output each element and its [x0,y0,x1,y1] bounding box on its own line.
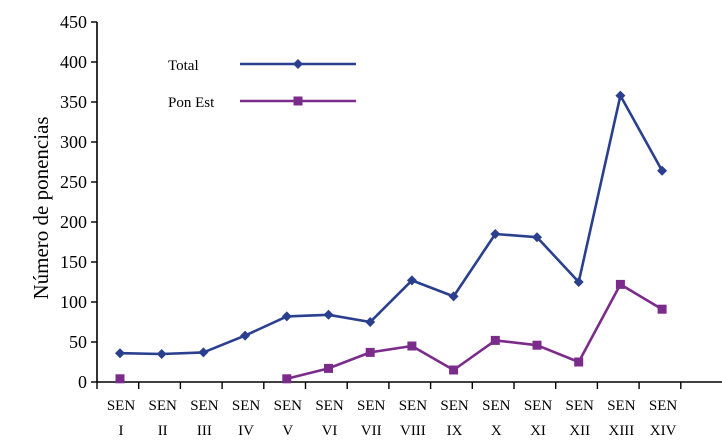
series-pon-est [115,279,667,384]
y-tick-label: 450 [60,12,87,32]
x-tick-label-line: SEN [149,398,178,414]
y-tick-label: 0 [78,372,87,392]
data-point [240,330,251,341]
x-tick-label-line: XII [569,423,590,439]
data-point [407,341,417,351]
data-point [449,365,459,375]
legend: Total Pon Est [168,58,356,111]
x-tick-label-line: SEN [524,398,553,414]
x-tick-label-line: II [158,423,168,439]
x-tick-label-line: SEN [315,398,344,414]
x-tick-label-line: XIII [608,423,634,439]
x-tick-label: SEN XIV [649,398,678,439]
x-tick-label: SEN II [149,398,178,439]
data-point [657,165,668,176]
data-point [490,229,501,239]
series-total [115,90,668,359]
y-tick-labels: 0 50 100 150 200 250 300 350 400 450 [60,12,87,392]
data-point [323,309,334,320]
x-tick-label: SEN XII [566,398,595,439]
data-point [156,349,167,359]
data-point [406,275,417,286]
x-tick-label-line: SEN [357,398,386,414]
series-group [115,90,668,384]
x-tick-label-line: XIV [650,423,677,439]
data-point [615,279,625,289]
x-tick-label: SEN XI [524,398,553,439]
x-tick-label-line: IX [447,423,463,439]
x-tick-label-line: X [491,423,502,439]
data-point [281,311,292,322]
data-point [573,277,584,287]
data-point [282,374,292,384]
x-tick-label-line: SEN [482,398,511,414]
x-tick-label-line: SEN [190,398,219,414]
x-tick-label: SEN I [107,398,136,439]
x-tick-label-line: VII [361,423,382,439]
y-tick-label: 400 [60,52,87,72]
x-tick-label: SEN X [482,398,511,439]
x-tick-label: SEN V [274,398,303,439]
data-point [448,291,459,302]
y-tick-label: 100 [60,292,87,312]
x-tick-label-line: VI [322,423,338,439]
data-point [657,304,667,314]
x-tick-label-line: SEN [232,398,261,414]
legend-marker [293,59,303,69]
x-tick-label: SEN IX [440,398,469,439]
x-tick-label: SEN III [190,398,219,439]
data-point [198,347,209,358]
x-tick-label: SEN IV [232,398,261,439]
x-tick-label-line: SEN [607,398,636,414]
series-line [286,283,663,381]
x-tick-label-line: SEN [274,398,303,414]
legend-label: Total [168,58,199,74]
data-point [615,90,626,101]
y-tick-label: 350 [60,92,87,112]
x-tick-label: SEN VIII [399,398,428,439]
x-tick-label-line: III [197,423,212,439]
x-tick-label-line: XI [530,423,546,439]
y-tick-label: 300 [60,132,87,152]
data-point [324,363,333,373]
y-tick-label: 250 [60,172,87,192]
data-point [115,348,125,359]
x-tick-label: SEN VI [315,398,344,439]
x-tick-label-line: IV [238,423,254,439]
data-point [532,232,542,243]
data-point [490,335,500,345]
data-point [365,317,376,327]
series-line [119,94,664,356]
x-tick-label: SEN VII [357,398,386,439]
y-tick-label: 150 [60,252,87,272]
data-point [574,357,584,367]
x-tick-label-line: VIII [400,423,426,439]
x-tick-label-line: SEN [440,398,469,414]
data-point [115,374,125,384]
data-point [532,340,542,350]
legend-marker [293,96,303,106]
x-tick-label-line: SEN [649,398,678,414]
data-point [365,347,375,357]
y-tick-label: 50 [69,332,87,352]
x-tick-label-line: V [282,423,293,439]
x-tick-label: SEN XIII [607,398,636,439]
axes [91,21,722,389]
x-tick-labels: SEN I SEN II SEN III SEN IV SEN V SEN VI SEN VII SEN VI… [107,398,678,439]
x-tick-label-line: SEN [399,398,428,414]
y-axis-label: Número de ponencias [29,116,53,299]
x-tick-label-line: SEN [566,398,595,414]
y-tick-label: 200 [60,212,87,232]
x-tick-label-line: SEN [107,398,136,414]
legend-label: Pon Est [168,95,215,111]
x-tick-label-line: I [119,423,124,439]
